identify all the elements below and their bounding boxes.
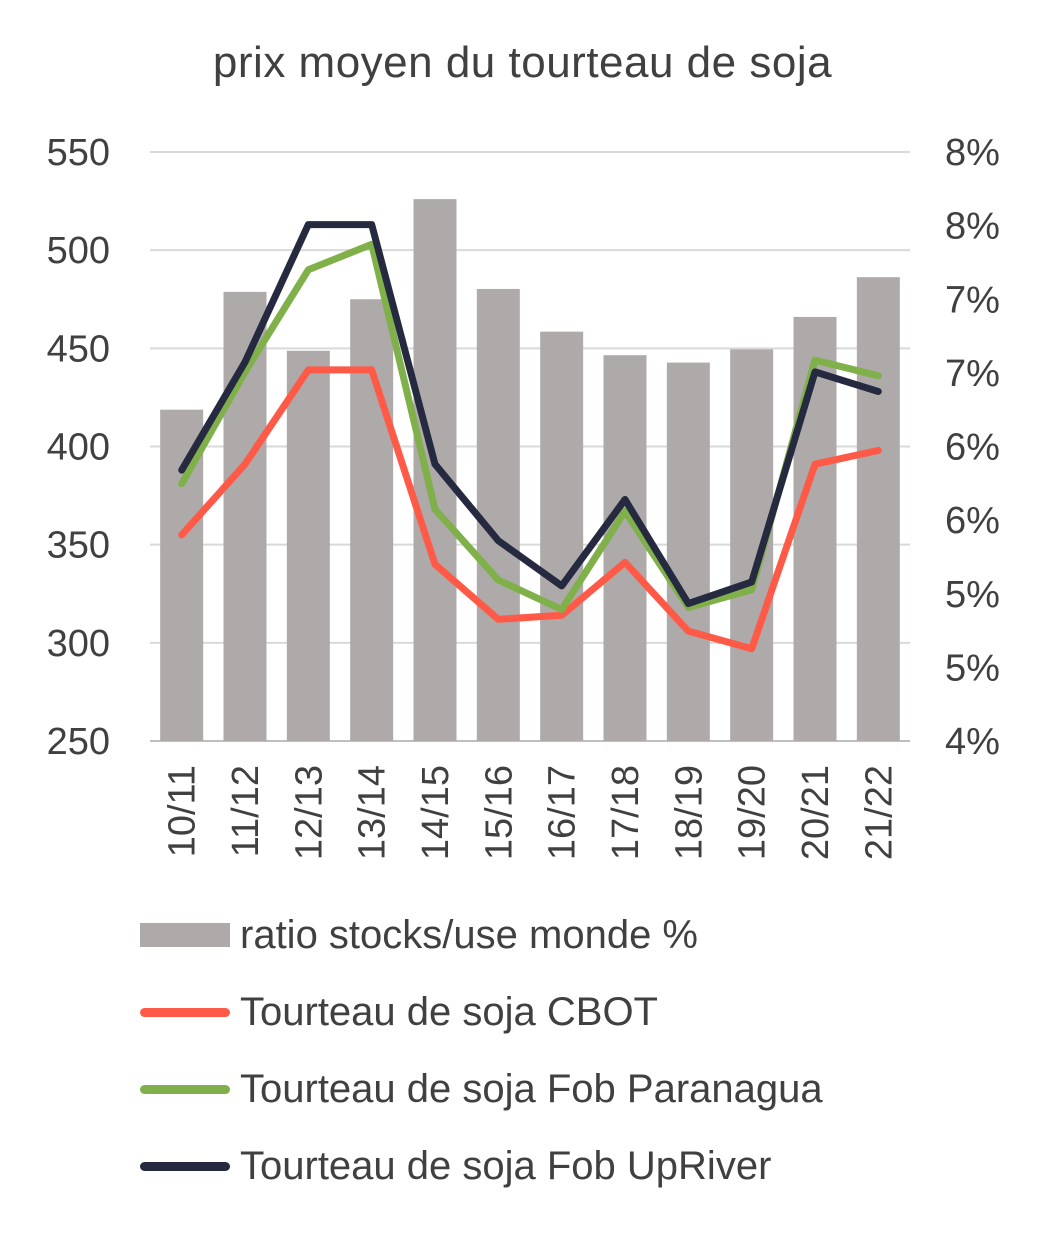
bar — [413, 199, 457, 741]
chart-title: prix moyen du tourteau de soja — [212, 38, 833, 87]
x-tick-label: 10/11 — [162, 765, 204, 857]
left-tick-label: 500 — [47, 230, 110, 272]
lines — [178, 221, 882, 653]
right-tick-label: 6% — [945, 427, 1000, 469]
chart-plot: 550 500 450 400 350 300 250 8% 8% 7% 7% 6% 6% 5% 5% 4%… — [47, 132, 1000, 860]
right-tick-label: 7% — [945, 353, 1000, 395]
right-tick-label: 5% — [945, 647, 1000, 689]
left-tick-label: 300 — [47, 623, 110, 665]
bar — [476, 288, 520, 741]
right-tick-label: 6% — [945, 500, 1000, 542]
x-tick-label: 16/17 — [542, 765, 584, 860]
legend-label: Tourteau de soja Fob UpRiver — [240, 1143, 772, 1188]
x-axis-ticks: 10/11 11/12 12/13 13/14 14/15 15/16 16/17 17/18… — [162, 765, 901, 860]
bar — [666, 362, 710, 741]
right-tick-label: 8% — [945, 132, 1000, 174]
legend-label: Tourteau de soja CBOT — [240, 989, 658, 1034]
x-tick-label: 21/22 — [858, 765, 900, 860]
right-axis-ticks: 8% 8% 7% 7% 6% 6% 5% 5% 4% — [945, 132, 1000, 763]
left-tick-label: 250 — [47, 721, 110, 763]
gridlines — [150, 151, 910, 742]
x-tick-label: 14/15 — [415, 765, 457, 860]
right-tick-label: 4% — [945, 721, 1000, 763]
legend-item: Tourteau de soja CBOT — [140, 982, 658, 1042]
x-tick-label: 11/12 — [225, 765, 267, 857]
right-tick-label: 7% — [945, 279, 1000, 321]
x-tick-label: 13/14 — [352, 765, 394, 860]
series-line-tourteau-de-soja-fob-upriver — [178, 221, 882, 608]
x-tick-label: 19/20 — [732, 765, 774, 860]
bar — [286, 350, 330, 741]
bar — [540, 331, 584, 741]
legend-item: Tourteau de soja Fob Paranagua — [140, 1059, 823, 1119]
left-axis-ticks: 550 500 450 400 350 300 250 — [47, 132, 110, 763]
legend-label: Tourteau de soja Fob Paranagua — [240, 1066, 823, 1111]
legend-swatch — [140, 1084, 230, 1094]
x-tick-label: 17/18 — [605, 765, 647, 860]
right-tick-label: 5% — [945, 574, 1000, 616]
bar — [793, 316, 837, 741]
x-tick-label: 12/13 — [288, 765, 330, 860]
bar — [603, 355, 647, 741]
legend-item: Tourteau de soja Fob UpRiver — [140, 1136, 771, 1196]
x-tick-label: 20/21 — [795, 765, 837, 860]
bar — [856, 277, 900, 741]
left-tick-label: 400 — [47, 427, 110, 469]
series-line-tourteau-de-soja-cbot — [178, 366, 882, 653]
x-tick-label: 18/19 — [668, 765, 710, 860]
bar — [350, 299, 394, 741]
legend-swatch — [140, 1007, 230, 1017]
legend-label: ratio stocks/use monde % — [240, 912, 698, 957]
series-line-tourteau-de-soja-fob-paranagua — [178, 240, 882, 613]
x-tick-label: 15/16 — [478, 765, 520, 860]
left-tick-label: 550 — [47, 132, 110, 174]
left-tick-label: 450 — [47, 328, 110, 370]
legend-swatch — [140, 1161, 230, 1171]
left-tick-label: 350 — [47, 525, 110, 567]
right-tick-label: 8% — [945, 206, 1000, 248]
legend-item: ratio stocks/use monde % — [140, 905, 698, 965]
legend-swatch — [140, 923, 230, 947]
